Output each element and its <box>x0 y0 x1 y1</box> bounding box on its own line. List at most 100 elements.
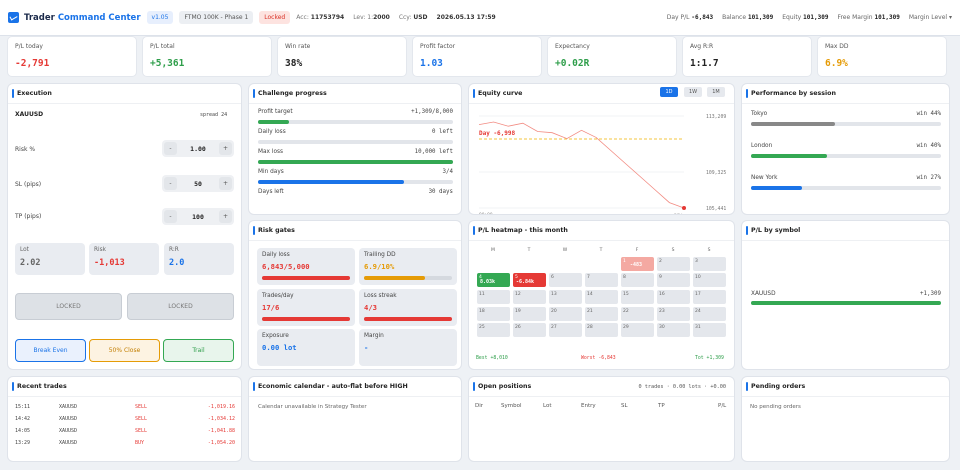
session-tokyo: Tokyo win 44% <box>751 111 941 117</box>
calendar-day[interactable]: 11 <box>477 290 510 304</box>
half-close-button[interactable]: 50% Close <box>89 339 160 362</box>
day-number: 5 <box>515 275 518 280</box>
card-title: Risk gates <box>249 221 461 241</box>
max-loss-bar <box>258 160 453 164</box>
tab-1w[interactable]: 1W <box>684 87 702 97</box>
equity: Equity 101,309 <box>782 14 829 21</box>
trade-pl: -1,054.20 <box>207 440 235 446</box>
weekday-header: M <box>491 248 495 253</box>
calendar-day[interactable]: 8 <box>621 273 654 287</box>
lot-box: Lot 2.02 <box>15 243 85 275</box>
trade-time: 15:11 <box>15 404 31 410</box>
calendar-day[interactable]: 18 <box>477 307 510 321</box>
calendar-day[interactable]: 4 8.03k <box>477 273 510 287</box>
buy-button-locked[interactable]: LOCKED <box>15 293 122 320</box>
calendar-day[interactable]: 15 <box>621 290 654 304</box>
calendar-day[interactable]: 30 <box>657 323 690 337</box>
calendar-day[interactable]: 3 <box>693 257 726 271</box>
sell-button-locked[interactable]: LOCKED <box>127 293 234 320</box>
card-title: Execution <box>8 84 241 104</box>
calendar-day[interactable]: 26 <box>513 323 546 337</box>
status-badge: Locked <box>259 11 291 24</box>
card-title: Pending orders <box>742 377 949 397</box>
profit-target-row: Profit target +1,309/8,000 <box>258 109 453 115</box>
phase-badge: FTMO 100K - Phase 1 <box>179 11 254 24</box>
session-card: Performance by session Tokyo win 44% Lond… <box>741 83 950 215</box>
calendar-day[interactable]: 29 <box>621 323 654 337</box>
trade-symbol: XAUUSD <box>59 404 78 410</box>
calendar-day[interactable]: 13 <box>549 290 582 304</box>
minus-button[interactable]: - <box>164 142 177 155</box>
x-tick-label: 00:00 <box>479 212 493 215</box>
calendar-message: Calendar unavailable in Strategy Tester <box>258 404 367 410</box>
equity-line <box>478 121 685 209</box>
execution-card: Execution <box>7 83 242 370</box>
sl-label: SL (pips) <box>15 181 42 188</box>
tab-1m[interactable]: 1M <box>707 87 725 97</box>
calendar-day[interactable]: 6 <box>549 273 582 287</box>
calendar-day[interactable]: 16 <box>657 290 690 304</box>
gate-daily-loss: Daily loss 6,843/5,000 <box>257 248 355 285</box>
calendar-day[interactable]: 23 <box>657 307 690 321</box>
kpi-pl-total: P/L total +5,361 <box>142 36 272 77</box>
col-sl: SL <box>621 403 628 409</box>
day-number: 27 <box>551 325 557 330</box>
day-number: 7 <box>587 275 590 280</box>
positions-summary: 0 trades · 0.00 lots · +0.00 <box>638 384 726 390</box>
trade-symbol: XAUUSD <box>59 416 78 422</box>
calendar-day[interactable]: 19 <box>513 307 546 321</box>
calendar-day[interactable]: 21 <box>585 307 618 321</box>
calendar-day[interactable]: 5 -6.84k <box>513 273 546 287</box>
risk-amount-box: Risk -1,013 <box>89 243 159 275</box>
plus-button[interactable]: + <box>219 142 232 155</box>
trade-symbol: XAUUSD <box>59 428 78 434</box>
kpi-max-dd: Max DD 6.9% <box>817 36 947 77</box>
sl-stepper: -50 + <box>162 175 234 192</box>
calendar-day[interactable]: 20 <box>549 307 582 321</box>
plus-button[interactable]: + <box>219 210 232 223</box>
trade-side: SELL <box>135 428 148 434</box>
calendar-day[interactable]: 27 <box>549 323 582 337</box>
leverage: Lev: 1:2000 <box>353 14 390 21</box>
calendar-day[interactable]: 14 <box>585 290 618 304</box>
x-tick-label: now <box>674 213 682 215</box>
gate-exposure: Exposure 0.00 lot <box>257 329 355 366</box>
trade-symbol: XAUUSD <box>59 440 78 446</box>
calendar-day[interactable]: 31 <box>693 323 726 337</box>
weekday-header: F <box>635 248 639 253</box>
trail-button[interactable]: Trail <box>163 339 234 362</box>
day-number: 25 <box>479 325 485 330</box>
calendar-day[interactable]: 1 -483 <box>621 257 654 271</box>
kpi-expectancy: Expectancy +0.02R <box>547 36 677 77</box>
y-tick-label: 109,325 <box>706 170 726 176</box>
minus-button[interactable]: - <box>164 177 177 190</box>
minus-button[interactable]: - <box>164 210 177 223</box>
day-number: 30 <box>659 325 665 330</box>
calendar-day[interactable]: 28 <box>585 323 618 337</box>
day-number: 22 <box>623 309 629 314</box>
day-number: 26 <box>515 325 521 330</box>
calendar-day[interactable]: 12 <box>513 290 546 304</box>
calendar-day[interactable]: 7 <box>585 273 618 287</box>
day-number: 6 <box>551 275 554 280</box>
day-number: 8 <box>623 275 626 280</box>
calendar-day[interactable]: 9 <box>657 273 690 287</box>
calendar-day[interactable]: 2 <box>657 257 690 271</box>
plus-button[interactable]: + <box>219 177 232 190</box>
weekday-header: T <box>599 248 603 253</box>
balance: Balance 101,309 <box>722 14 774 21</box>
day-number: 9 <box>659 275 662 280</box>
calendar-day[interactable]: 17 <box>693 290 726 304</box>
datetime: 2026.05.13 17:59 <box>436 14 496 21</box>
calendar-day[interactable]: 24 <box>693 307 726 321</box>
margin-level-dropdown[interactable]: Margin Level ▾ <box>908 14 952 21</box>
day-number: 17 <box>695 292 701 297</box>
col-dir: Dir <box>475 403 484 409</box>
trade-side: SELL <box>135 416 148 422</box>
calendar-day[interactable]: 10 <box>693 273 726 287</box>
top-bar: Trader Command Center v1.05 FTMO 100K - … <box>0 0 960 36</box>
calendar-day[interactable]: 25 <box>477 323 510 337</box>
calendar-day[interactable]: 22 <box>621 307 654 321</box>
tab-1d[interactable]: 1D <box>660 87 678 97</box>
break-even-button[interactable]: Break Even <box>15 339 86 362</box>
